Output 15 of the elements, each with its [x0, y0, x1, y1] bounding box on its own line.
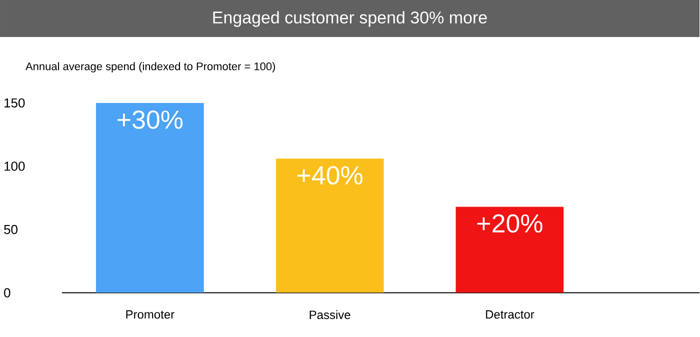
- y-axis-title: Annual average spend (indexed to Promoter = 100): [26, 62, 276, 73]
- x-tick-label: Passive: [310, 310, 350, 320]
- annotation: +30%: [118, 110, 183, 129]
- x-tick-label: Detractor: [486, 310, 534, 319]
- x-tick-label: Promoter: [126, 310, 174, 319]
- y-tick-label: 50: [4, 225, 18, 234]
- bar: [96, 103, 204, 293]
- annotation: +20%: [477, 214, 542, 233]
- y-tick-label: 100: [4, 162, 25, 171]
- bar: [456, 206, 564, 293]
- y-tick-label: 150: [4, 98, 25, 108]
- chart-title: Engaged customer spend 30% more: [213, 11, 487, 28]
- bar: [276, 158, 384, 293]
- annotation: +40%: [298, 166, 362, 185]
- y-tick-label: 0: [4, 288, 10, 298]
